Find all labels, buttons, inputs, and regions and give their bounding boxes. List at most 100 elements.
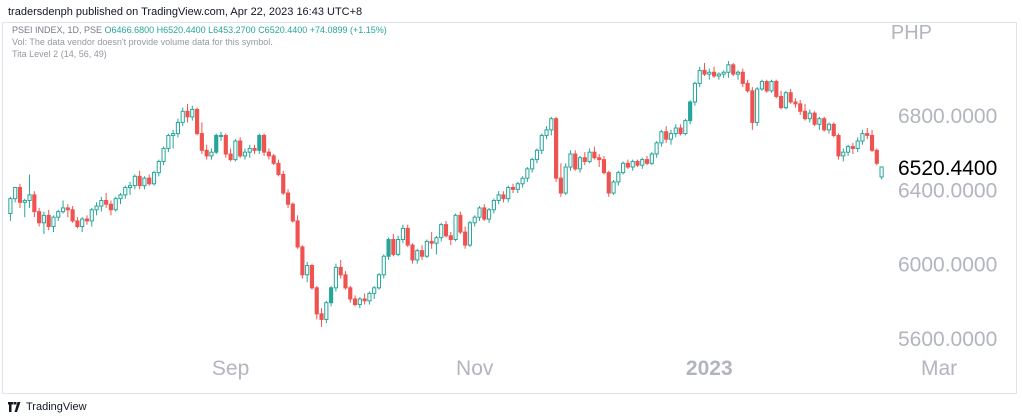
candle[interactable]	[779, 90, 784, 110]
candle[interactable]	[611, 180, 616, 195]
candle[interactable]	[333, 263, 338, 292]
candle[interactable]	[400, 224, 405, 244]
candle[interactable]	[721, 70, 726, 78]
candle[interactable]	[171, 129, 176, 149]
candle[interactable]	[793, 98, 798, 108]
candle[interactable]	[692, 81, 697, 106]
candle[interactable]	[846, 144, 851, 156]
candle[interactable]	[592, 146, 597, 160]
candle[interactable]	[515, 181, 520, 194]
candle[interactable]	[874, 148, 879, 166]
candle[interactable]	[597, 154, 602, 168]
candle[interactable]	[276, 159, 281, 177]
candle[interactable]	[32, 191, 37, 218]
candle[interactable]	[305, 261, 310, 283]
candle[interactable]	[142, 176, 147, 190]
candle[interactable]	[659, 129, 664, 147]
candle[interactable]	[549, 116, 554, 136]
candle[interactable]	[731, 62, 736, 76]
candle[interactable]	[185, 103, 190, 123]
candle[interactable]	[118, 193, 123, 205]
candle[interactable]	[573, 150, 578, 171]
candle[interactable]	[649, 152, 654, 166]
candle[interactable]	[807, 109, 812, 123]
candle[interactable]	[664, 126, 669, 143]
candle[interactable]	[448, 232, 453, 246]
candle[interactable]	[56, 209, 61, 221]
candle[interactable]	[802, 103, 808, 121]
candle[interactable]	[621, 161, 626, 175]
candle[interactable]	[290, 202, 295, 223]
candle[interactable]	[94, 202, 99, 216]
candle[interactable]	[735, 70, 741, 80]
candle[interactable]	[209, 148, 214, 160]
candle[interactable]	[214, 133, 219, 155]
candle[interactable]	[99, 196, 104, 212]
candle[interactable]	[113, 196, 118, 212]
legend-symbol[interactable]: PSEI INDEX, 1D, PSE	[12, 25, 103, 35]
candle[interactable]	[424, 239, 429, 259]
candle[interactable]	[362, 293, 367, 305]
candle[interactable]	[726, 61, 731, 78]
candle[interactable]	[429, 232, 434, 249]
candle[interactable]	[582, 152, 587, 166]
candle[interactable]	[27, 174, 32, 208]
candle[interactable]	[166, 133, 171, 153]
legend-indicator[interactable]: Tita Level 2 (14, 56, 49)	[12, 49, 107, 59]
candle[interactable]	[60, 200, 66, 214]
candle[interactable]	[774, 79, 779, 99]
candle[interactable]	[601, 155, 607, 175]
candle[interactable]	[123, 185, 128, 199]
candle[interactable]	[338, 259, 343, 279]
candle[interactable]	[606, 170, 611, 197]
candle[interactable]	[707, 68, 712, 80]
candle[interactable]	[750, 87, 755, 130]
candle[interactable]	[252, 144, 257, 155]
candle[interactable]	[472, 215, 477, 227]
candle[interactable]	[37, 207, 42, 227]
candle[interactable]	[869, 129, 875, 153]
candle[interactable]	[740, 68, 745, 88]
candle[interactable]	[836, 133, 841, 160]
candle[interactable]	[510, 183, 516, 194]
candle[interactable]	[295, 215, 300, 249]
candle[interactable]	[266, 148, 271, 160]
candle[interactable]	[879, 166, 884, 180]
candle[interactable]	[860, 129, 865, 145]
candle[interactable]	[678, 124, 683, 136]
candle[interactable]	[65, 204, 70, 218]
candle[interactable]	[453, 213, 458, 242]
candle[interactable]	[443, 220, 449, 238]
candle[interactable]	[180, 107, 185, 127]
candle[interactable]	[764, 79, 769, 93]
candle[interactable]	[520, 176, 525, 188]
candle[interactable]	[487, 207, 492, 223]
candle[interactable]	[755, 87, 760, 127]
candle[interactable]	[783, 90, 788, 110]
candle[interactable]	[84, 215, 90, 225]
candle[interactable]	[812, 111, 817, 127]
candle[interactable]	[381, 254, 386, 279]
candle[interactable]	[22, 198, 27, 218]
candle[interactable]	[108, 200, 113, 216]
candle[interactable]	[352, 295, 358, 307]
candle[interactable]	[644, 155, 650, 166]
candle[interactable]	[817, 116, 822, 130]
candle[interactable]	[788, 88, 793, 104]
candle[interactable]	[132, 174, 137, 190]
candle[interactable]	[70, 206, 75, 223]
candle[interactable]	[467, 220, 473, 247]
candle[interactable]	[525, 167, 530, 182]
candle[interactable]	[309, 263, 315, 290]
candle[interactable]	[558, 163, 563, 197]
candle[interactable]	[683, 118, 688, 136]
candle[interactable]	[668, 129, 674, 145]
candle[interactable]	[635, 159, 640, 168]
candle[interactable]	[300, 245, 305, 279]
candle[interactable]	[314, 285, 319, 320]
candle[interactable]	[218, 131, 224, 142]
candle[interactable]	[841, 148, 846, 162]
candle[interactable]	[151, 170, 157, 186]
candle[interactable]	[745, 79, 750, 93]
candle[interactable]	[463, 226, 468, 249]
